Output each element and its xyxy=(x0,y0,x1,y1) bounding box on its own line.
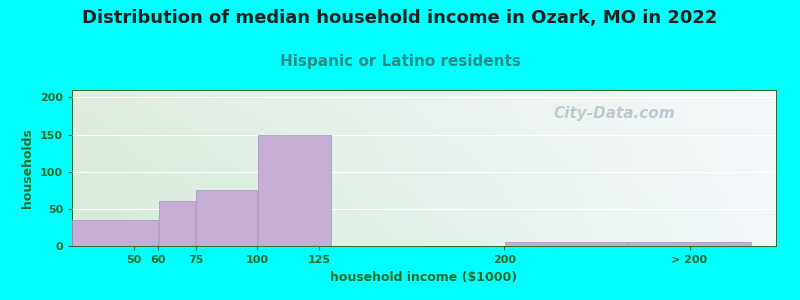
Y-axis label: households: households xyxy=(22,128,34,208)
Bar xyxy=(258,135,331,246)
Bar xyxy=(629,242,750,246)
Bar xyxy=(158,201,195,246)
Text: Hispanic or Latino residents: Hispanic or Latino residents xyxy=(279,54,521,69)
Text: City-Data.com: City-Data.com xyxy=(554,106,675,121)
Bar xyxy=(505,242,627,246)
Bar xyxy=(196,190,257,246)
X-axis label: household income ($1000): household income ($1000) xyxy=(330,271,518,284)
Text: Distribution of median household income in Ozark, MO in 2022: Distribution of median household income … xyxy=(82,9,718,27)
Bar xyxy=(73,220,158,246)
